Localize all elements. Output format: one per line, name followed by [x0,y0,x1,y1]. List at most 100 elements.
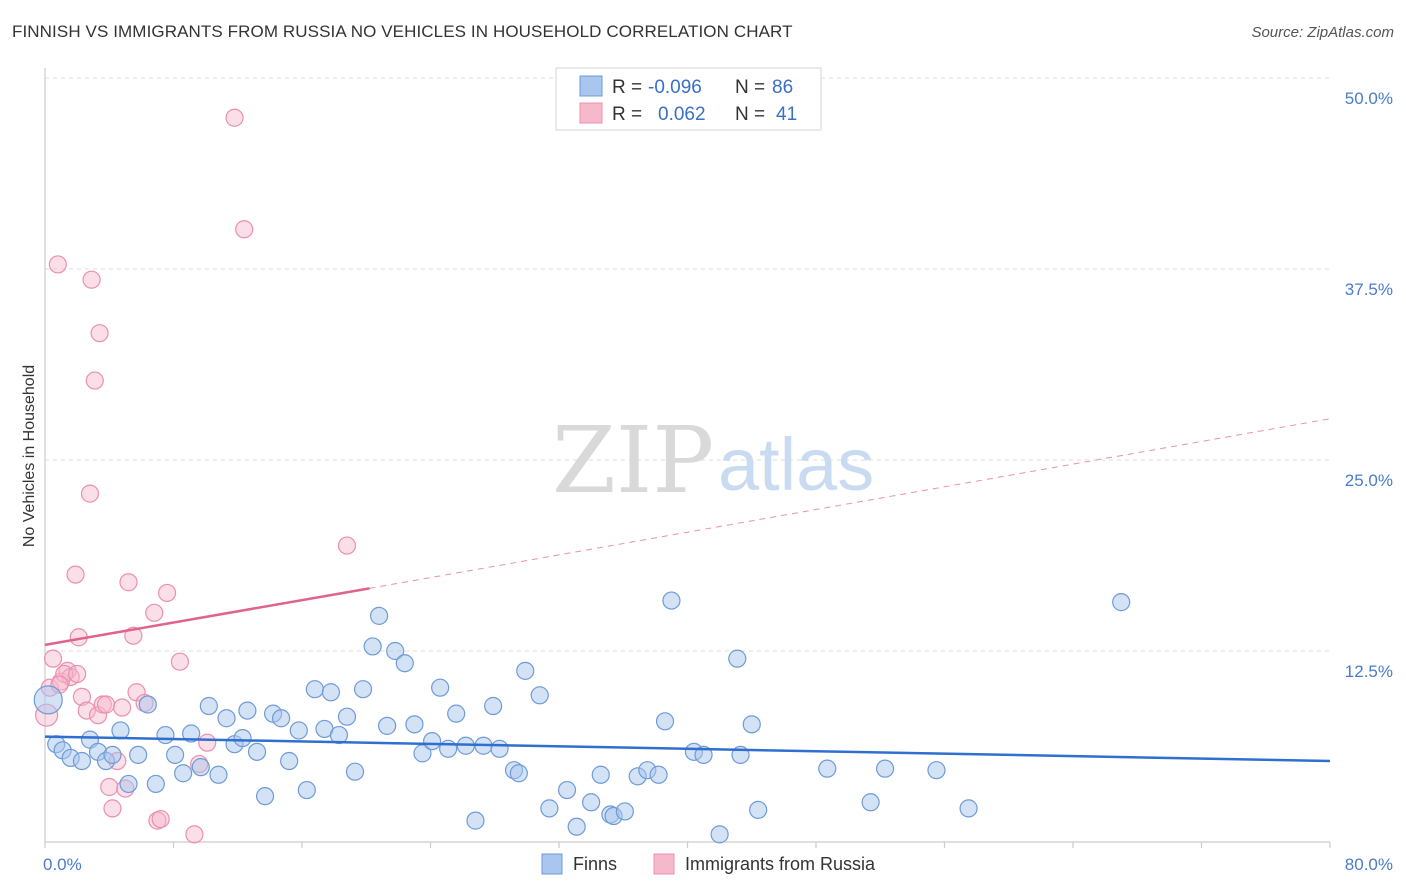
point-finns-32 [305,680,324,699]
point-finns-17 [182,724,201,743]
point-finns-21 [217,709,236,728]
point-russia-21 [112,698,132,717]
legend-r-label-russia: R = [612,104,642,125]
point-finns-25 [247,742,267,761]
point-finns-82 [927,761,946,780]
x-tick-label-max: 80.0% [1345,855,1393,874]
point-russia-7 [66,565,85,584]
point-finns-23 [233,728,252,748]
point-russia-15 [90,324,109,343]
point-finns-73 [694,745,713,765]
watermark-zip: ZIP [552,407,714,514]
point-finns-9 [111,721,130,740]
point-finns-80 [861,793,880,812]
point-finns-46 [423,732,442,751]
point-finns-51 [466,811,485,830]
source-label: Source: ZipAtlas.com [1251,24,1394,41]
point-finns-12 [138,695,157,714]
trend-line-russia-solid [44,587,370,647]
point-finns-31 [297,780,316,800]
legend-n-label-russia: N = [735,104,765,125]
watermark-atlas: atlas [718,423,874,506]
point-russia-30 [157,583,177,603]
legend-r-label-finns: R = [612,77,642,98]
point-finns-84 [1112,593,1131,612]
point-russia-29 [151,809,170,829]
point-russia-32 [185,825,204,844]
point-finns-34 [321,683,341,702]
point-finns-83 [959,799,978,818]
point-finns-78 [749,800,768,820]
point-finns-69 [649,765,668,784]
point-finns-56 [509,764,528,783]
legend-r-value-russia: 0.062 [658,104,706,125]
point-finns-39 [363,637,382,656]
point-russia-36 [235,220,254,239]
point-finns-19 [199,696,218,716]
point-finns-36 [337,707,357,726]
series-finns-points [33,591,1131,844]
point-finns-13 [146,774,165,794]
point-russia-37 [337,536,357,555]
point-finns-58 [530,686,549,705]
point-finns-42 [386,641,405,661]
point-finns-49 [447,704,466,723]
point-finns-79 [818,759,837,778]
point-finns-74 [710,825,729,844]
point-finns-30 [289,721,308,740]
legend: R = -0.096 N = 86 R = 0.062 N = 41 [555,67,822,131]
point-finns-47 [431,678,450,697]
point-finns-24 [238,701,257,720]
y-axis-label: No Vehicles in Household [21,365,38,547]
point-russia-27 [145,603,164,622]
point-finns-81 [875,759,895,778]
trend-line-finns [44,735,1331,763]
point-finns-71 [662,591,681,610]
legend-r-value-finns: -0.096 [648,77,702,98]
y-tick-label-50: 50.0% [1345,89,1393,108]
x-tick-label-min: 0.0% [43,855,82,874]
point-finns-35 [329,725,349,745]
point-finns-11 [129,745,148,765]
point-russia-2 [43,649,63,668]
point-finns-62 [582,793,601,812]
point-russia-12 [82,270,101,289]
point-russia-31 [170,652,190,671]
point-finns-53 [484,696,503,716]
point-russia-18 [100,777,119,797]
point-finns-40 [370,606,389,625]
y-tick-label-25: 25.0% [1345,471,1393,490]
point-finns-77 [742,715,761,734]
point-russia-34 [198,733,217,752]
point-finns-66 [615,802,634,821]
point-finns-54 [490,739,509,758]
point-finns-8 [103,745,122,765]
point-russia-13 [85,371,104,390]
y-tick-label-37-5: 37.5% [1345,280,1393,299]
y-tick-label-12-5: 12.5% [1345,662,1393,681]
point-finns-61 [567,817,586,836]
point-russia-19 [103,799,122,818]
point-finns-4 [72,751,92,771]
trend-line-russia-dashed [369,418,1331,589]
point-russia-35 [225,108,244,127]
point-finns-37 [345,762,365,781]
point-russia-10 [77,701,96,720]
point-finns-57 [516,661,535,680]
legend-swatch-finns [579,75,603,97]
gridlines [45,77,1330,652]
point-finns-43 [395,654,414,673]
point-finns-10 [119,774,138,794]
legend-n-value-russia: 41 [776,104,797,125]
chart-title: FINNISH VS IMMIGRANTS FROM RUSSIA NO VEH… [12,22,793,41]
point-finns-20 [209,765,228,784]
point-finns-16 [174,764,193,783]
point-finns-26 [255,787,275,806]
point-finns-15 [166,745,185,765]
legend-swatch-russia [579,102,603,124]
point-finns-63 [591,765,610,784]
legend-n-label-finns: N = [735,77,765,98]
point-finns-70 [655,712,675,731]
point-finns-48 [439,739,458,758]
point-russia-3 [48,255,67,274]
